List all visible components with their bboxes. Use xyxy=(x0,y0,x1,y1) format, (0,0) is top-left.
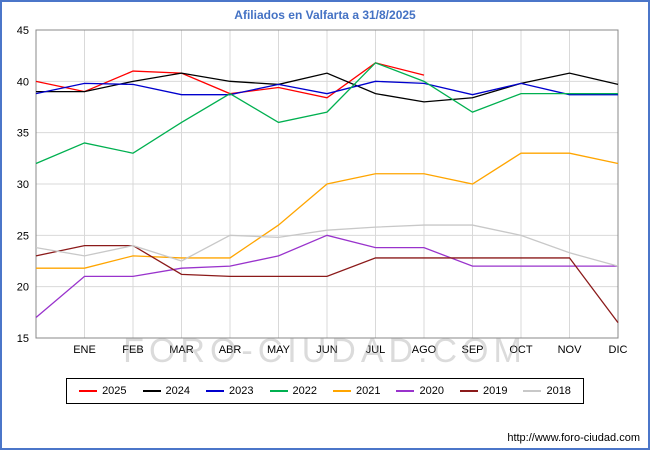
x-tick-label: DIC xyxy=(609,344,628,356)
x-tick-label: ENE xyxy=(73,344,96,356)
legend-item-2022: 2022 xyxy=(269,385,317,397)
legend-label: 2018 xyxy=(546,385,571,397)
legend-label: 2025 xyxy=(102,385,127,397)
x-tick-label: JUL xyxy=(366,344,386,356)
legend-item-2019: 2019 xyxy=(459,385,508,397)
legend-swatch xyxy=(79,390,98,392)
legend-item-2023: 2023 xyxy=(206,385,254,397)
y-tick-label: 45 xyxy=(17,25,29,37)
y-tick-label: 25 xyxy=(17,230,29,242)
x-tick-label: SEP xyxy=(461,344,483,356)
chart-title: Afiliados en Valfarta a 31/8/2025 xyxy=(234,8,416,22)
legend-label: 2020 xyxy=(419,385,444,397)
y-tick-label: 20 xyxy=(17,282,29,294)
series-2023 xyxy=(35,80,618,96)
line-chart: 15 20 25 30 35 40 45 ENE FEB MAR ABR MAY JUN JUL AGO SE… xyxy=(17,25,628,356)
x-tick-label: ABR xyxy=(219,344,242,356)
x-tick-label: FEB xyxy=(122,344,143,356)
y-tick-label: 40 xyxy=(17,76,29,88)
series-2020 xyxy=(35,234,618,318)
legend-item-2020: 2020 xyxy=(396,385,444,397)
legend-label: 2024 xyxy=(165,385,191,397)
x-tick-label: MAR xyxy=(169,344,194,356)
legend-item-2024: 2024 xyxy=(142,385,191,397)
x-tick-label: AGO xyxy=(412,344,437,356)
series-2022 xyxy=(35,62,618,165)
x-tick-label: JUN xyxy=(316,344,337,356)
legend-swatch xyxy=(206,390,225,392)
series-2021 xyxy=(36,152,619,269)
x-tick-label: OCT xyxy=(509,344,533,356)
legend: 2025 2024 2023 2022 2021 2020 2019 2018 xyxy=(66,378,584,404)
y-tick-label: 15 xyxy=(17,333,29,345)
x-tick-label: NOV xyxy=(558,344,583,356)
legend-label: 2021 xyxy=(356,385,381,397)
legend-swatch xyxy=(333,390,351,392)
legend-row: 2025 2024 2023 2022 2021 2020 2019 2018 xyxy=(2,378,648,404)
footer-url[interactable]: http://www.foro-ciudad.com xyxy=(507,432,640,444)
legend-label: 2023 xyxy=(229,385,254,397)
legend-swatch xyxy=(269,390,288,392)
legend-swatch xyxy=(142,390,161,392)
legend-swatch xyxy=(396,390,415,392)
legend-swatch xyxy=(459,390,478,392)
series-2018 xyxy=(35,224,619,267)
legend-swatch xyxy=(523,390,542,392)
y-tick-label: 35 xyxy=(17,128,29,140)
legend-label: 2019 xyxy=(482,385,508,397)
legend-item-2018: 2018 xyxy=(523,385,571,397)
legend-item-2025: 2025 xyxy=(79,385,127,397)
x-tick-label: MAY xyxy=(267,344,291,356)
y-tick-label: 30 xyxy=(17,179,29,191)
legend-label: 2022 xyxy=(292,385,317,397)
legend-item-2021: 2021 xyxy=(333,385,380,397)
plot-border xyxy=(35,29,619,339)
